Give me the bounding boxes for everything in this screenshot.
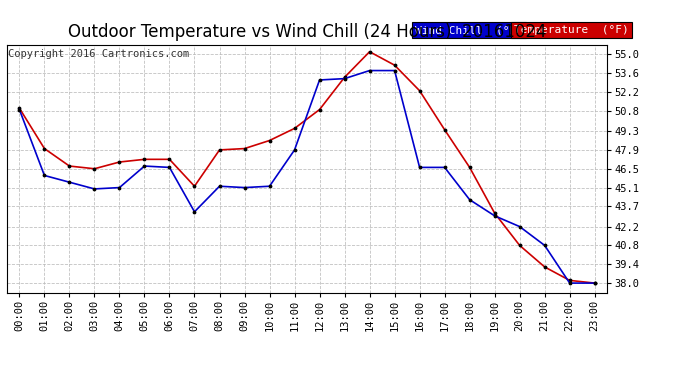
Text: Wind Chill  (°F): Wind Chill (°F) [415,25,523,35]
Text: Copyright 2016 Cartronics.com: Copyright 2016 Cartronics.com [8,49,189,59]
Title: Outdoor Temperature vs Wind Chill (24 Hours)  20161024: Outdoor Temperature vs Wind Chill (24 Ho… [68,22,546,40]
Text: Temperature  (°F): Temperature (°F) [514,25,629,35]
